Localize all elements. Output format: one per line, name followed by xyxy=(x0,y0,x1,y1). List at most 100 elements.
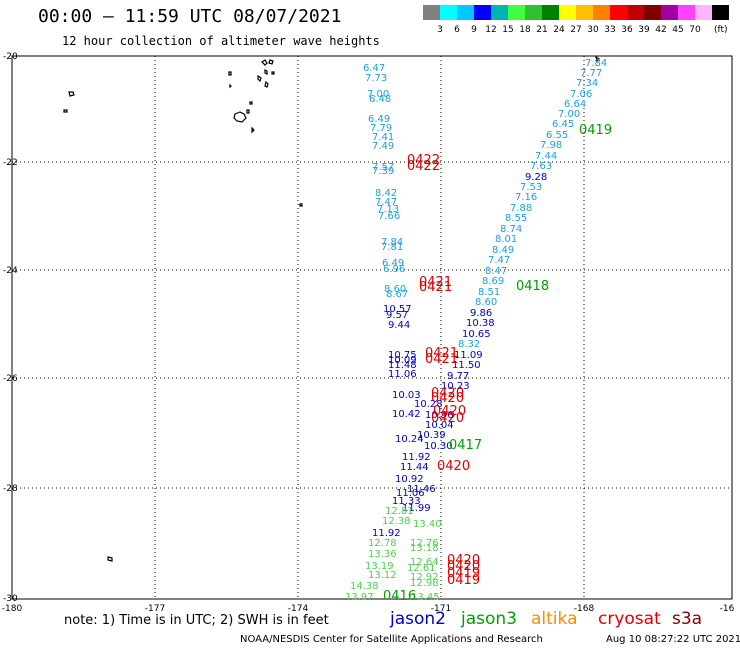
colorbar-tick-label: 27 xyxy=(570,25,581,35)
colorbar-tick-label: 33 xyxy=(604,25,615,35)
wave-height-value: 7.00 xyxy=(558,109,580,120)
colorbar-swatch xyxy=(610,5,627,20)
legend-s3a: s3a xyxy=(672,609,703,629)
pass-label: 0418 xyxy=(516,279,549,294)
island-outline xyxy=(268,59,274,65)
island-outline xyxy=(246,109,250,114)
colorbar-swatch xyxy=(542,5,559,20)
colorbar-tick-label: 42 xyxy=(655,25,666,35)
lat-label: -24 xyxy=(3,266,18,276)
wave-height-value: 7.73 xyxy=(365,73,387,84)
island-outline xyxy=(233,111,247,123)
wave-height-value: 9.57 xyxy=(386,310,408,321)
wave-height-value: 12.92 xyxy=(410,572,439,583)
footer-generated-time: Aug 10 08:27:22 UTC 2021 xyxy=(606,634,740,645)
map-title: 00:00 – 11:59 UTC 08/07/2021 xyxy=(38,6,342,27)
colorbar-swatch xyxy=(491,5,508,20)
wave-height-value: 11.92 xyxy=(372,528,401,539)
pass-label: 0420 xyxy=(437,459,470,474)
wave-height-value: 9.86 xyxy=(470,308,492,319)
wave-height-value: 13.36 xyxy=(368,549,397,560)
wave-height-value: 7.16 xyxy=(515,192,537,203)
island-outline xyxy=(228,71,232,76)
wave-height-value: 10.30 xyxy=(424,441,453,452)
wave-height-value: 12.81 xyxy=(385,506,414,517)
island-outline xyxy=(229,83,232,89)
wave-height-value: 8.01 xyxy=(495,234,517,245)
colorbar-tick-label: 18 xyxy=(519,25,531,35)
wave-height-value: 10.04 xyxy=(425,420,454,431)
wave-height-value: 10.92 xyxy=(395,474,424,485)
pass-label: 0421 xyxy=(425,346,458,361)
wave-height-value: 6.49 xyxy=(382,258,404,269)
colorbar-tick-label: 36 xyxy=(621,25,633,35)
colorbar-swatch xyxy=(423,5,440,20)
wave-height-value: 7.53 xyxy=(520,182,542,193)
wave-height-value: 13.45 xyxy=(411,592,440,603)
wave-height-value: 7.06 xyxy=(570,89,592,100)
wave-height-value: 6.49 xyxy=(368,114,390,125)
wave-height-value: 10.09 xyxy=(388,355,417,366)
lon-label: -16 xyxy=(720,604,735,614)
wave-height-value: 8.60 xyxy=(475,297,497,308)
wave-height-value: 7.98 xyxy=(540,140,562,151)
wave-height-value: 7.49 xyxy=(372,141,394,152)
island-outline xyxy=(264,80,269,88)
pass-label: 0420 xyxy=(431,386,464,401)
colorbar-tick-label: 12 xyxy=(485,25,496,35)
lat-label: -30 xyxy=(3,594,18,604)
wave-height-value: 8.42 xyxy=(375,188,397,199)
colorbar-unit: (ft) xyxy=(714,25,728,35)
wave-height-value: 10.39 xyxy=(417,430,446,441)
wave-height-value: 7.39 xyxy=(372,166,394,177)
wave-height-value: 8.74 xyxy=(500,224,522,235)
island-outline xyxy=(264,69,268,75)
lat-label: -20 xyxy=(3,52,18,62)
wave-height-value: 7.88 xyxy=(510,203,532,214)
wave-height-value: 11.09 xyxy=(454,350,483,361)
island-outline xyxy=(251,126,255,134)
wave-height-value: 7.47 xyxy=(488,255,510,266)
wave-height-value: 7.81 xyxy=(381,242,403,253)
wave-height-value: 13.40 xyxy=(413,519,442,530)
wave-height-value: 6.96 xyxy=(383,264,405,275)
colorbar-tick-label: 70 xyxy=(689,25,701,35)
wave-height-value: 13.18 xyxy=(410,543,439,554)
colorbar-swatch xyxy=(644,5,661,20)
wave-height-value: 6.55 xyxy=(546,130,568,141)
island-outline xyxy=(595,55,600,63)
colorbar-swatch xyxy=(678,5,695,20)
pass-label: 0419 xyxy=(447,566,480,581)
wave-height-value: 10.38 xyxy=(466,318,495,329)
colorbar-tick-label: 24 xyxy=(553,25,565,35)
pass-label: 0420 xyxy=(447,553,480,568)
wave-height-value: 11.92 xyxy=(402,452,431,463)
wave-height-value: 8.51 xyxy=(478,287,500,298)
pass-label: 0421 xyxy=(425,352,458,367)
wave-height-value: 12.76 xyxy=(410,538,439,549)
lon-label: -177 xyxy=(145,604,165,614)
wave-height-value: 12.38 xyxy=(382,516,411,527)
colorbar-swatch xyxy=(712,5,729,20)
lon-label: -171 xyxy=(431,604,451,614)
pass-label: 0419 xyxy=(447,573,480,588)
colorbar-swatch xyxy=(457,5,474,20)
wave-height-value: 10.28 xyxy=(414,399,443,410)
lon-label: -180 xyxy=(2,604,23,614)
wave-height-value: 8.69 xyxy=(482,276,504,287)
island-outline xyxy=(271,71,275,75)
island-outline xyxy=(68,91,75,97)
wave-height-value: 11.06 xyxy=(388,369,417,380)
wave-height-value: 9.28 xyxy=(525,172,547,183)
legend-cryosat: cryosat xyxy=(598,609,661,629)
wave-height-value: 11.48 xyxy=(388,360,417,371)
wave-height-value: 7.47 xyxy=(375,197,397,208)
wave-height-value: 7.79 xyxy=(370,123,392,134)
colorbar-tick-label: 30 xyxy=(587,25,599,35)
wave-height-value: 6.48 xyxy=(369,94,391,105)
pass-label: 0422 xyxy=(407,153,440,168)
colorbar-swatch xyxy=(627,5,644,20)
wave-height-value: 12.61 xyxy=(407,563,436,574)
pass-label: 0417 xyxy=(449,438,482,453)
